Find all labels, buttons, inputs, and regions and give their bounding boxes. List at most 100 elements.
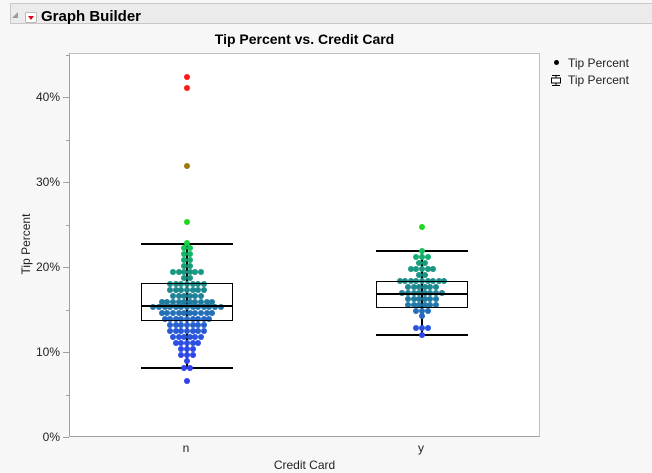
disclosure-triangle-icon[interactable]: [12, 12, 18, 18]
data-point: [424, 307, 431, 314]
data-point: [419, 265, 425, 272]
data-point: [184, 287, 190, 294]
data-point: [419, 313, 425, 320]
y-axis-label: Tip Percent: [19, 213, 33, 275]
data-point: [181, 251, 188, 258]
data-point: [413, 265, 420, 272]
data-point: [416, 283, 423, 290]
data-point: [158, 299, 165, 305]
data-point: [184, 345, 190, 352]
data-point: [186, 310, 193, 317]
data-point: [427, 301, 434, 308]
data-point: [186, 275, 193, 282]
data-point: [184, 378, 190, 385]
data-point: [413, 253, 420, 260]
y-tick-label: 40%: [35, 90, 60, 104]
data-point: [433, 301, 439, 308]
data-point: [189, 304, 196, 311]
data-point: [189, 321, 196, 328]
header-title: Graph Builder: [41, 8, 142, 25]
data-point: [181, 333, 188, 340]
data-point: [186, 269, 193, 276]
data-point: [410, 295, 417, 302]
data-point: [421, 271, 428, 278]
data-point: [178, 339, 185, 346]
data-point: [198, 310, 204, 317]
data-point: [167, 287, 174, 294]
data-point: [184, 304, 190, 311]
data-point: [181, 299, 188, 305]
data-point: [198, 269, 204, 276]
data-point: [430, 265, 437, 272]
data-point: [200, 321, 207, 328]
y-minor-tick: [66, 224, 69, 226]
data-point: [178, 304, 185, 311]
data-point: [156, 304, 162, 311]
dot-marker-icon: [554, 60, 559, 65]
legend: Tip Percent Tip Percent: [550, 55, 629, 89]
data-point: [416, 289, 423, 296]
data-point: [198, 293, 204, 300]
data-point: [150, 304, 157, 311]
data-point: [170, 269, 176, 276]
data-point: [421, 289, 428, 296]
data-point: [170, 299, 176, 305]
data-point: [186, 245, 193, 252]
data-point: [164, 299, 171, 305]
data-point: [212, 304, 218, 311]
x-tick-y: y: [418, 441, 424, 455]
data-point: [181, 263, 188, 270]
data-point: [405, 301, 411, 308]
data-point: [181, 245, 188, 252]
data-point: [184, 357, 190, 364]
data-point: [419, 248, 425, 254]
data-point: [158, 310, 165, 317]
data-point: [170, 310, 176, 317]
data-point: [419, 307, 425, 314]
data-point: [181, 275, 188, 282]
y-tick: [63, 437, 69, 438]
data-point: [172, 316, 179, 322]
data-point: [175, 269, 182, 276]
data-point: [438, 289, 445, 296]
data-point: [421, 259, 428, 266]
data-point: [424, 265, 431, 272]
data-point: [184, 339, 190, 346]
data-point: [178, 287, 185, 294]
data-point: [192, 269, 199, 276]
data-point: [164, 310, 171, 317]
data-point: [209, 299, 216, 305]
data-point: [189, 351, 196, 358]
data-point: [189, 327, 196, 334]
data-point: [206, 304, 213, 311]
data-point: [192, 299, 199, 305]
data-point: [189, 316, 196, 322]
data-point: [189, 287, 196, 294]
data-point: [172, 287, 179, 294]
red-triangle-menu-icon[interactable]: [25, 12, 37, 23]
legend-item-points[interactable]: Tip Percent: [550, 55, 629, 72]
data-point: [419, 224, 425, 231]
data-point: [195, 304, 202, 311]
data-point: [413, 324, 420, 331]
data-point: [184, 316, 190, 322]
chart-title: Tip Percent vs. Credit Card: [214, 31, 395, 47]
data-point: [421, 301, 428, 308]
data-point: [433, 283, 439, 290]
legend-label: Tip Percent: [568, 56, 629, 70]
data-point: [184, 84, 190, 91]
data-point: [413, 307, 420, 314]
data-point: [175, 310, 182, 317]
data-point: [181, 310, 188, 317]
data-point: [178, 351, 185, 358]
data-point: [178, 316, 185, 322]
data-point: [195, 327, 202, 334]
y-tick-label: 20%: [35, 260, 60, 274]
data-point: [175, 293, 182, 300]
plot-area[interactable]: [69, 53, 540, 437]
legend-item-box[interactable]: Tip Percent: [550, 72, 629, 89]
data-point: [181, 293, 188, 300]
data-point: [178, 321, 185, 328]
data-point: [195, 316, 202, 322]
data-point: [405, 295, 411, 302]
